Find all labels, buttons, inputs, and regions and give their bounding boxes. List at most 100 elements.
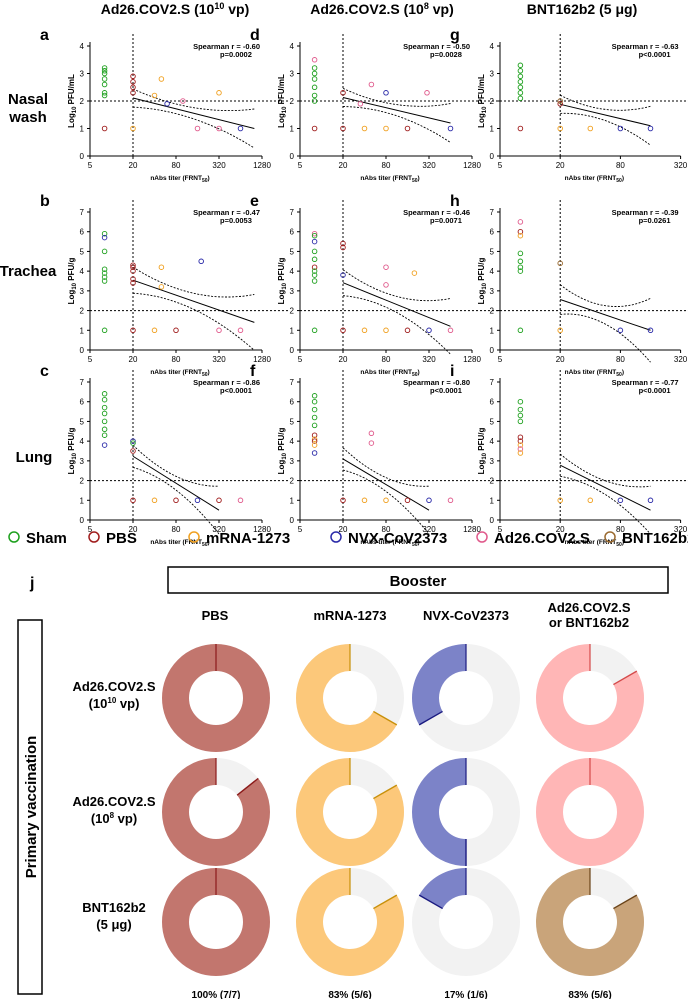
data-point	[216, 90, 222, 96]
x-tick-label: 80	[172, 355, 181, 364]
ci-upper	[342, 87, 451, 107]
legend-label: Sham	[26, 530, 67, 547]
y-label-sub: 10	[72, 282, 78, 289]
y-tick-label: 0	[80, 346, 85, 355]
x-tick-label: 320	[212, 525, 226, 534]
data-point	[130, 276, 136, 282]
donut-slice	[419, 868, 466, 909]
x-tick-label: 80	[616, 161, 625, 170]
donut-edge	[236, 777, 259, 796]
donut-slice	[412, 644, 466, 725]
ci-lower	[132, 106, 255, 149]
donut-slice	[412, 758, 466, 866]
data-point	[517, 450, 524, 456]
y-tick-label: 6	[80, 228, 85, 237]
data-point	[101, 404, 108, 411]
x-tick-label: 320	[674, 161, 688, 170]
data-point	[101, 76, 108, 82]
primary-vaccination-label: Primary vaccination	[23, 736, 40, 879]
data-point	[180, 98, 186, 104]
y-label-sub: 10	[72, 452, 78, 459]
y-axis-label: Log10 PFU/g	[477, 258, 488, 305]
y-tick-label: 7	[80, 208, 85, 217]
panel-letter-d: d	[250, 27, 260, 44]
spearman-r: Spearman r = -0.80	[403, 378, 470, 387]
donut-label: 100% (7/7)	[192, 990, 241, 999]
row-label-2-name: Ad26.COV2.S	[72, 794, 155, 809]
x-label-part: )	[418, 175, 420, 182]
y-tick-label: 6	[490, 228, 495, 237]
data-point	[130, 448, 136, 454]
ci-lower	[132, 466, 220, 535]
ci-lower	[560, 313, 651, 363]
x-label-part: )	[418, 369, 420, 376]
data-point	[101, 278, 108, 284]
row-label-2-dose: (108 vp)	[91, 811, 137, 826]
y-tick-label: 1	[490, 326, 495, 335]
data-point	[383, 90, 389, 96]
y-label-part: Log	[477, 290, 486, 305]
x-tick-label: 80	[616, 525, 625, 534]
data-point	[517, 446, 524, 452]
y-tick-label: 7	[490, 208, 495, 217]
data-point	[383, 125, 389, 132]
data-point	[340, 272, 346, 278]
x-label-part: )	[622, 539, 624, 546]
data-point	[361, 497, 368, 504]
fit-line	[132, 97, 255, 129]
donut-r3-c3: 17% (1/6)	[412, 868, 520, 999]
data-point	[517, 79, 524, 85]
fit-line	[342, 458, 430, 511]
data-point	[130, 497, 136, 504]
data-point	[101, 396, 108, 403]
donut-edge	[613, 670, 638, 686]
data-point	[557, 327, 563, 334]
x-label-part: )	[208, 369, 210, 376]
y-tick-label: 2	[80, 307, 85, 316]
data-point	[101, 410, 108, 417]
data-point	[237, 497, 244, 504]
data-point	[173, 327, 179, 334]
data-point	[517, 442, 524, 448]
data-point	[101, 125, 108, 132]
y-tick-label: 4	[490, 42, 495, 51]
data-point	[101, 70, 108, 77]
data-point	[647, 125, 654, 132]
x-tick-label: 20	[556, 161, 565, 170]
data-point	[587, 497, 594, 504]
y-tick-label: 1	[290, 496, 295, 505]
spearman-r: Spearman r = -0.60	[193, 42, 260, 51]
data-point	[311, 92, 318, 99]
x-axis-label: nAbs titer (FRNT50)	[360, 539, 419, 548]
y-axis-label: Log10 PFU/mL	[277, 74, 288, 128]
data-point	[130, 438, 136, 444]
spearman-r: Spearman r = -0.46	[403, 208, 470, 217]
x-label-part: nAbs titer (FRNT	[360, 369, 412, 376]
x-label-sub: 50	[616, 542, 622, 548]
x-tick-label: 20	[556, 525, 565, 534]
y-axis-label: Log10 PFU/g	[277, 258, 288, 305]
data-point	[130, 84, 136, 91]
donut-edge	[613, 894, 638, 910]
y-tick-label: 2	[290, 307, 295, 316]
data-point	[311, 98, 318, 104]
data-point	[101, 391, 108, 397]
y-tick-label: 5	[290, 247, 295, 256]
y-tick-label: 2	[80, 477, 85, 486]
y-label-part: PFU/g	[477, 428, 486, 453]
row-title-trachea: Trachea	[0, 263, 57, 280]
x-axis-label: nAbs titer (FRNT50)	[360, 369, 419, 378]
donut-r1-c2: 67% (4/6)	[295, 644, 404, 777]
x-label-sub: 50	[412, 372, 418, 378]
y-tick-label: 4	[490, 437, 495, 446]
data-point	[198, 258, 204, 265]
data-point	[130, 73, 136, 80]
spearman-r: Spearman r = -0.63	[612, 42, 679, 51]
data-point	[311, 438, 318, 444]
y-tick-label: 5	[80, 247, 85, 256]
row-title-lung: Lung	[16, 449, 53, 466]
x-axis-label: nAbs titer (FRNT50)	[150, 175, 209, 184]
data-point	[311, 70, 318, 77]
